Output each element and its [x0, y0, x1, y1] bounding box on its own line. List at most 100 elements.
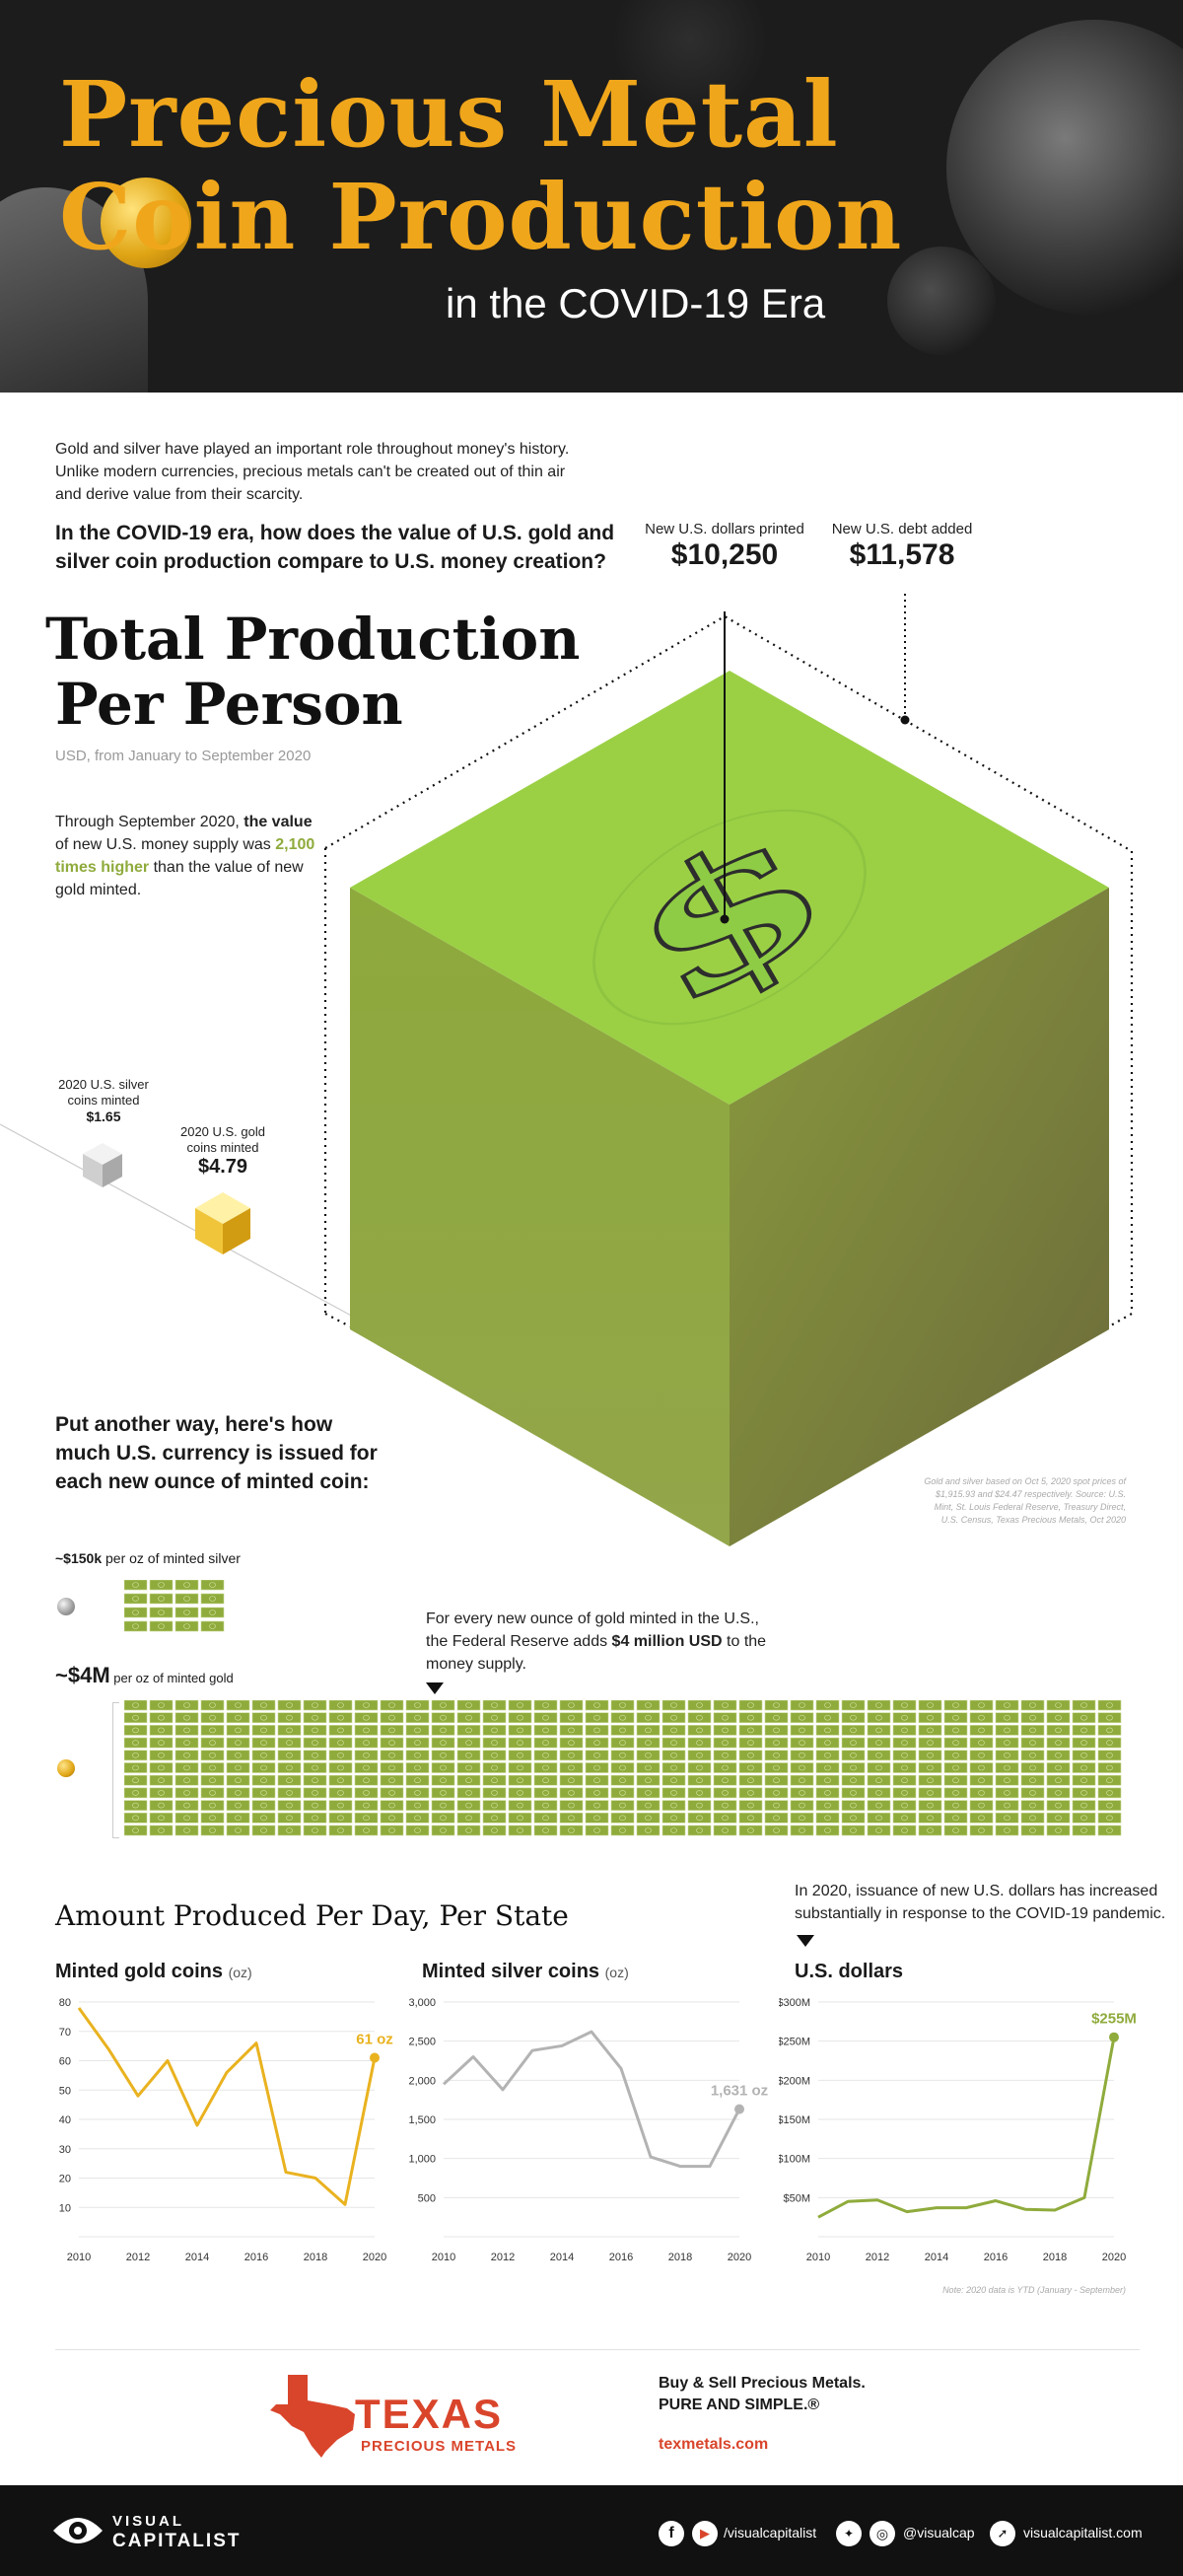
bill-icon	[1072, 1813, 1096, 1824]
y-tick-label: 10	[59, 2202, 71, 2214]
bill-icon	[149, 1762, 174, 1773]
bill-icon	[405, 1825, 430, 1836]
bill-icon	[1097, 1762, 1122, 1773]
bill-icon	[251, 1800, 276, 1811]
gold-chart-title: Minted gold coins (oz)	[55, 1961, 252, 1983]
end-point	[370, 2052, 380, 2063]
site-link[interactable]: visualcapitalist.com	[1023, 2525, 1143, 2540]
bill-icon	[124, 1580, 148, 1591]
cursor-icon[interactable]: ➚	[990, 2521, 1015, 2546]
bill-icon	[174, 1813, 199, 1824]
silver-minted-label: 2020 U.S. silver coins minted	[58, 1077, 149, 1108]
bill-icon	[124, 1825, 148, 1836]
bill-icon	[431, 1750, 455, 1761]
bill-icon	[303, 1762, 327, 1773]
bill-icon	[892, 1800, 917, 1811]
bill-icon	[200, 1593, 225, 1605]
bill-icon	[124, 1712, 148, 1723]
bill-icon	[1020, 1813, 1045, 1824]
gold-chart-unit: (oz)	[228, 1965, 252, 1980]
silver-line-chart: 500 1,000 1,500 2,000 2,500 3,000 2010 2012 2014…	[408, 1997, 768, 2263]
twitter-icon[interactable]: ✦	[836, 2521, 862, 2546]
bill-icon	[1097, 1787, 1122, 1799]
bill-icon	[867, 1762, 891, 1773]
bill-icon	[995, 1813, 1019, 1824]
bill-icon	[969, 1750, 994, 1761]
bill-icon	[124, 1620, 148, 1632]
bill-icon	[892, 1725, 917, 1736]
bill-icon	[174, 1593, 199, 1605]
desc-green: 2,100 times higher	[55, 836, 315, 876]
bill-icon	[1046, 1813, 1071, 1824]
bill-icon	[815, 1725, 840, 1736]
bill-icon	[892, 1825, 917, 1836]
x-tick-label: 2014	[550, 2252, 574, 2263]
bill-icon	[456, 1787, 481, 1799]
debt-label: New U.S. debt added	[831, 521, 973, 537]
silver-per-oz-value: ~$150k	[55, 1550, 103, 1566]
silver-bill-stack	[124, 1580, 225, 1632]
bill-icon	[277, 1750, 302, 1761]
bill-icon	[1046, 1787, 1071, 1799]
bill-icon	[636, 1762, 661, 1773]
bill-icon	[277, 1774, 302, 1786]
bill-icon	[456, 1813, 481, 1824]
debt-value: $11,578	[849, 538, 955, 571]
sponsor-url[interactable]: texmetals.com	[659, 2436, 769, 2453]
bill-icon	[585, 1737, 609, 1749]
bill-icon	[533, 1774, 558, 1786]
bill-icon	[661, 1800, 686, 1811]
bill-icon	[431, 1787, 455, 1799]
bill-icon	[995, 1800, 1019, 1811]
bill-icon	[687, 1725, 712, 1736]
bill-icon	[1020, 1737, 1045, 1749]
bill-icon	[892, 1712, 917, 1723]
bill-icon	[200, 1580, 225, 1591]
bill-icon	[149, 1774, 174, 1786]
bill-icon	[354, 1813, 379, 1824]
bill-icon	[790, 1813, 814, 1824]
bill-icon	[918, 1737, 942, 1749]
bill-icon	[354, 1737, 379, 1749]
bill-icon	[508, 1700, 532, 1711]
bill-icon	[354, 1700, 379, 1711]
bill-icon	[687, 1787, 712, 1799]
bill-icon	[661, 1762, 686, 1773]
bill-icon	[174, 1607, 199, 1618]
bill-icon	[943, 1774, 968, 1786]
bill-icon	[585, 1800, 609, 1811]
printed-value: $10,250	[670, 538, 779, 571]
instagram-icon[interactable]: ◎	[870, 2521, 895, 2546]
bill-icon	[431, 1725, 455, 1736]
bill-icon	[226, 1750, 250, 1761]
bill-icon	[124, 1762, 148, 1773]
bill-icon	[200, 1725, 225, 1736]
triangle-down-icon	[426, 1682, 444, 1694]
usd-line-chart: $50M $100M $150M $200M $250M $300M 2010 2012 201…	[779, 1997, 1137, 2263]
bill-icon	[995, 1787, 1019, 1799]
bill-icon	[790, 1800, 814, 1811]
handle-visualcapitalist[interactable]: /visualcapitalist	[724, 2525, 817, 2540]
bill-icon	[149, 1800, 174, 1811]
bill-icon	[149, 1712, 174, 1723]
x-tick-label: 2018	[304, 2252, 327, 2263]
bill-icon	[892, 1750, 917, 1761]
bill-icon	[585, 1725, 609, 1736]
bill-icon	[636, 1813, 661, 1824]
usd-intro: In 2020, issuance of new U.S. dollars ha…	[795, 1883, 1166, 1922]
facebook-icon[interactable]: f	[659, 2521, 684, 2546]
bill-icon	[124, 1774, 148, 1786]
bill-icon	[200, 1712, 225, 1723]
bill-icon	[585, 1825, 609, 1836]
bill-icon	[738, 1787, 763, 1799]
handle-visualcap[interactable]: @visualcap	[903, 2525, 975, 2540]
youtube-icon[interactable]: ▶	[692, 2521, 718, 2546]
bill-icon	[1020, 1725, 1045, 1736]
bill-icon	[790, 1774, 814, 1786]
bill-icon	[764, 1774, 789, 1786]
bill-icon	[585, 1750, 609, 1761]
bill-icon	[841, 1825, 866, 1836]
bill-icon	[251, 1813, 276, 1824]
bill-icon	[790, 1787, 814, 1799]
bill-icon	[226, 1725, 250, 1736]
